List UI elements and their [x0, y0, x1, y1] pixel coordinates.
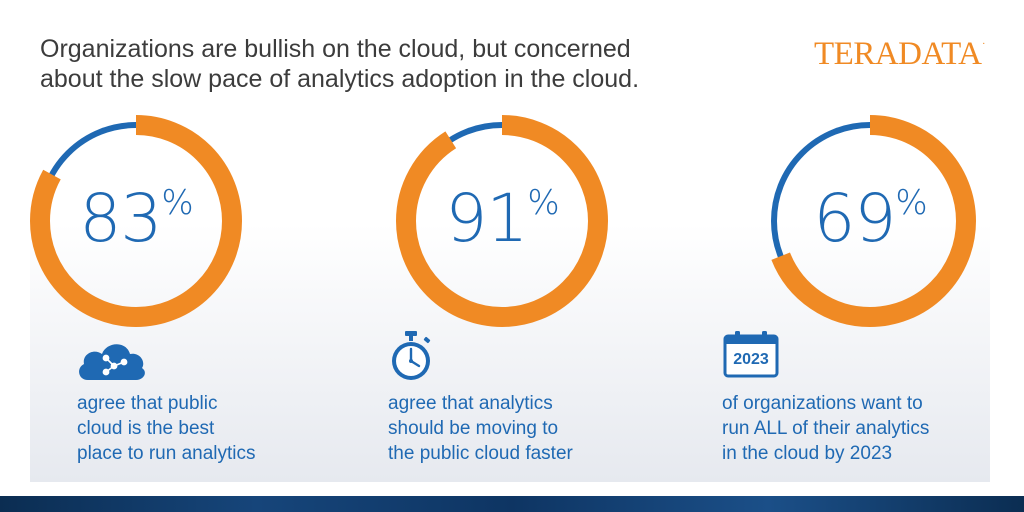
stat-unit-1: % — [161, 183, 193, 223]
calendar-frame — [723, 331, 779, 378]
stat-number-2: 91 — [445, 180, 528, 257]
headline: Organizations are bullish on the cloud, … — [40, 34, 800, 94]
stopwatch-icon — [392, 331, 431, 380]
calendar-year: 2023 — [733, 351, 769, 368]
caption-1-line-3: place to run analytics — [77, 443, 256, 464]
stat-value-3: 69% — [764, 183, 976, 255]
footer-band — [0, 496, 1024, 512]
stat-unit-3: % — [895, 183, 927, 223]
caption-3-line-2: run ALL of their analytics — [722, 418, 930, 439]
logo-text: TERADATA — [814, 36, 982, 72]
stat-caption-1: agree that public cloud is the best plac… — [77, 391, 347, 466]
donut-83 — [30, 115, 242, 327]
cloud-network-icon — [79, 344, 145, 380]
caption-1-line-2: cloud is the best — [77, 418, 215, 439]
stat-number-1: 83 — [79, 180, 162, 257]
caption-3-line-1: of organizations want to — [722, 393, 923, 414]
stat-value-1: 83% — [30, 183, 242, 255]
caption-2-line-3: the public cloud faster — [388, 443, 573, 464]
headline-line-2: about the slow pace of analytics adoptio… — [40, 65, 640, 93]
stat-caption-3: of organizations want to run ALL of thei… — [722, 391, 1012, 466]
stat-number-3: 69 — [813, 180, 896, 257]
stat-ring-2: 91% — [396, 115, 608, 327]
stat-caption-2: agree that analytics should be moving to… — [388, 391, 658, 466]
caption-3-line-3: in the cloud by 2023 — [722, 443, 893, 464]
donut-fill — [30, 115, 242, 327]
teradata-logo: TERADATA. — [814, 36, 985, 73]
logo-mark: . — [982, 36, 986, 47]
donut-fill — [396, 115, 608, 327]
stat-unit-2: % — [527, 183, 559, 223]
donut-69 — [764, 115, 976, 327]
stat-value-2: 91% — [396, 183, 608, 255]
stat-ring-3: 69% — [764, 115, 976, 327]
calendar-icon: 2023 — [722, 330, 780, 378]
stat-ring-1: 83% — [30, 115, 242, 327]
background-panel — [30, 20, 990, 482]
caption-1-line-1: agree that public — [77, 393, 218, 414]
caption-2-line-2: should be moving to — [388, 418, 559, 439]
donut-91 — [396, 115, 608, 327]
donut-fill — [764, 115, 976, 327]
headline-line-1: Organizations are bullish on the cloud, … — [40, 35, 631, 63]
caption-2-line-1: agree that analytics — [388, 393, 553, 414]
